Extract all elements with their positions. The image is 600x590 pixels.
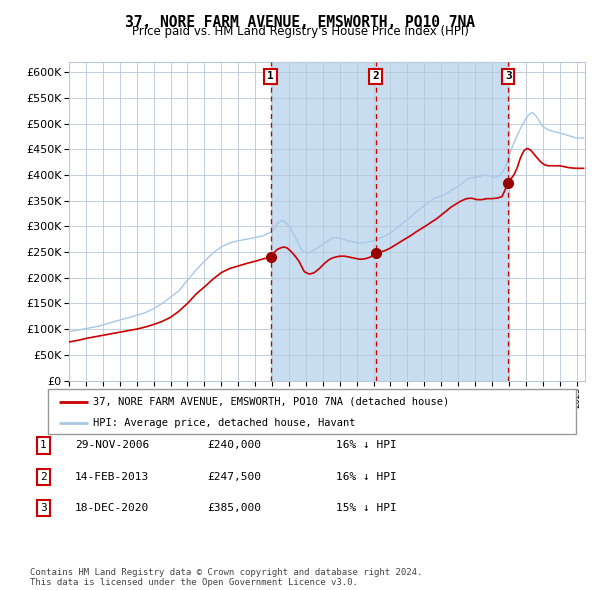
Text: £247,500: £247,500 (207, 472, 261, 481)
Text: 16% ↓ HPI: 16% ↓ HPI (336, 441, 397, 450)
Text: £240,000: £240,000 (207, 441, 261, 450)
Text: 15% ↓ HPI: 15% ↓ HPI (336, 503, 397, 513)
Text: 37, NORE FARM AVENUE, EMSWORTH, PO10 7NA (detached house): 37, NORE FARM AVENUE, EMSWORTH, PO10 7NA… (93, 397, 449, 407)
Text: 16% ↓ HPI: 16% ↓ HPI (336, 472, 397, 481)
Text: 1: 1 (267, 71, 274, 81)
Text: 2: 2 (372, 71, 379, 81)
Text: £385,000: £385,000 (207, 503, 261, 513)
Text: 1: 1 (40, 441, 47, 450)
Text: 29-NOV-2006: 29-NOV-2006 (75, 441, 149, 450)
Text: 2: 2 (40, 472, 47, 481)
Text: 14-FEB-2013: 14-FEB-2013 (75, 472, 149, 481)
Text: HPI: Average price, detached house, Havant: HPI: Average price, detached house, Hava… (93, 418, 355, 428)
Text: 3: 3 (505, 71, 512, 81)
Bar (271, 62, 508, 381)
Text: Price paid vs. HM Land Registry's House Price Index (HPI): Price paid vs. HM Land Registry's House … (131, 25, 469, 38)
Text: 18-DEC-2020: 18-DEC-2020 (75, 503, 149, 513)
Text: Contains HM Land Registry data © Crown copyright and database right 2024.
This d: Contains HM Land Registry data © Crown c… (30, 568, 422, 587)
Text: 37, NORE FARM AVENUE, EMSWORTH, PO10 7NA: 37, NORE FARM AVENUE, EMSWORTH, PO10 7NA (125, 15, 475, 30)
Text: 3: 3 (40, 503, 47, 513)
